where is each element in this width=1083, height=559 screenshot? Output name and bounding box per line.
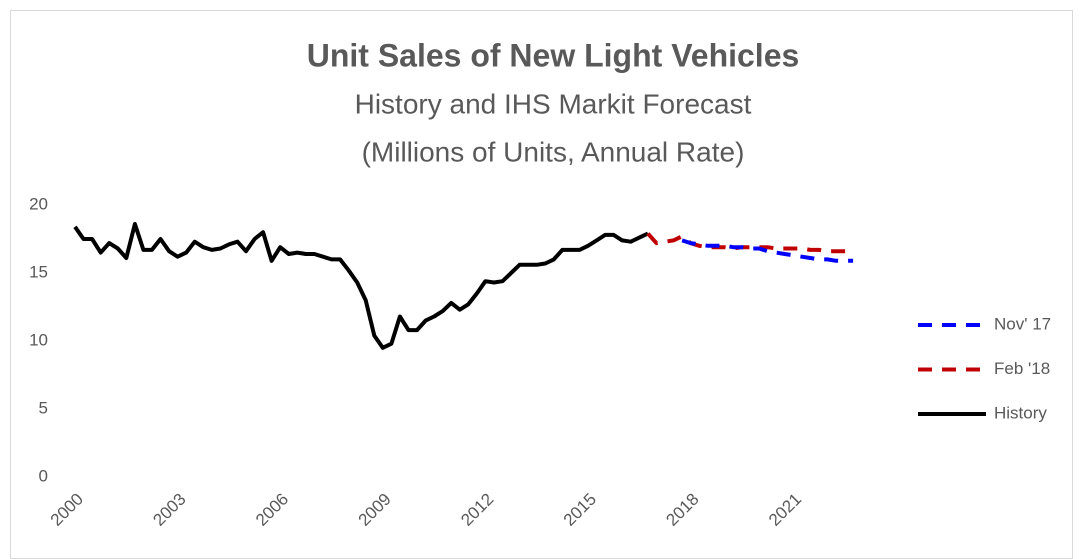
- series-line: [73, 222, 649, 350]
- series-line: [646, 232, 854, 254]
- legend-label: Feb '18: [994, 359, 1050, 378]
- y-tick-label: 5: [39, 398, 48, 417]
- chart-subtitle: History and IHS Markit Forecast: [355, 88, 752, 119]
- legend-label: History: [994, 403, 1047, 422]
- chart-border: [10, 10, 1073, 559]
- y-tick-label: 10: [29, 330, 48, 349]
- legend-label: Nov' 17: [994, 314, 1051, 333]
- y-tick-label: 15: [29, 262, 48, 281]
- y-tick-label: 0: [39, 466, 48, 485]
- chart-subtitle: (Millions of Units, Annual Rate): [362, 136, 745, 167]
- y-tick-label: 20: [29, 194, 48, 213]
- series-line: [681, 238, 854, 263]
- chart-title: Unit Sales of New Light Vehicles: [307, 37, 800, 73]
